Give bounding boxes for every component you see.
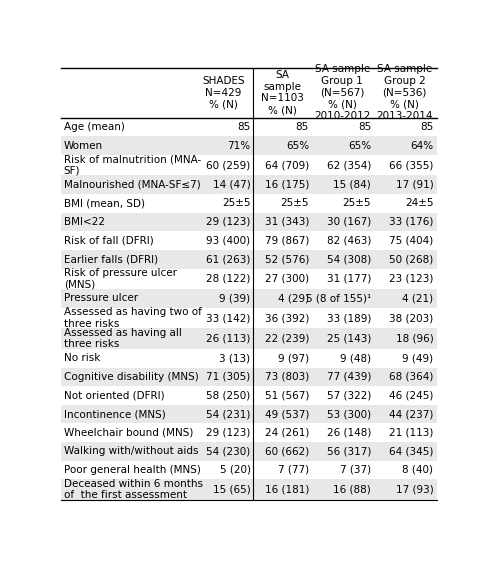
Text: Poor general health (MNS): Poor general health (MNS)	[64, 465, 201, 475]
Text: 14 (47): 14 (47)	[213, 180, 251, 190]
Text: 75 (404): 75 (404)	[389, 236, 433, 245]
Text: Wheelchair bound (MNS): Wheelchair bound (MNS)	[64, 428, 193, 438]
Text: 16 (181): 16 (181)	[264, 484, 309, 495]
Text: Incontinence (MNS): Incontinence (MNS)	[64, 409, 166, 419]
Bar	[61, 386, 437, 405]
Bar	[61, 461, 437, 479]
Text: 9 (39): 9 (39)	[220, 293, 251, 303]
Text: 17 (91): 17 (91)	[396, 180, 433, 190]
Text: 52 (576): 52 (576)	[264, 254, 309, 264]
Text: 29 (123): 29 (123)	[206, 428, 251, 438]
Text: 36 (392): 36 (392)	[264, 313, 309, 323]
Text: 16 (88): 16 (88)	[333, 484, 371, 495]
Bar	[61, 268, 437, 289]
Text: 65%: 65%	[286, 140, 309, 151]
Text: 46 (245): 46 (245)	[389, 390, 433, 400]
Bar	[61, 308, 437, 328]
Text: 38 (203): 38 (203)	[389, 313, 433, 323]
Text: Women: Women	[64, 140, 103, 151]
Text: 17 (93): 17 (93)	[396, 484, 433, 495]
Text: Assessed as having all
three risks: Assessed as having all three risks	[64, 328, 182, 349]
Text: Pressure ulcer: Pressure ulcer	[64, 293, 138, 303]
Bar	[61, 289, 437, 308]
Text: 5 (20): 5 (20)	[220, 465, 251, 475]
Text: 4 (21): 4 (21)	[402, 293, 433, 303]
Text: 7 (37): 7 (37)	[340, 465, 371, 475]
Text: SA sample
Group 1
(N=567)
% (N)
2010-2012: SA sample Group 1 (N=567) % (N) 2010-201…	[314, 64, 370, 121]
Text: 64 (709): 64 (709)	[265, 160, 309, 170]
Bar	[61, 349, 437, 368]
Text: SA
sample
N=1103
% (N): SA sample N=1103 % (N)	[260, 70, 303, 115]
Text: 30 (167): 30 (167)	[327, 217, 371, 227]
Text: 3 (13): 3 (13)	[220, 353, 251, 363]
Text: 23 (123): 23 (123)	[389, 274, 433, 284]
Text: 85: 85	[420, 122, 433, 132]
Text: Risk of malnutrition (MNA-
SF): Risk of malnutrition (MNA- SF)	[64, 155, 201, 176]
Text: Age (mean): Age (mean)	[64, 122, 124, 132]
Text: 33 (189): 33 (189)	[327, 313, 371, 323]
Text: 9 (49): 9 (49)	[402, 353, 433, 363]
Bar	[61, 213, 437, 231]
Text: 25 (143): 25 (143)	[327, 333, 371, 343]
Text: 54 (231): 54 (231)	[206, 409, 251, 419]
Text: 64 (345): 64 (345)	[389, 446, 433, 456]
Text: 24 (261): 24 (261)	[264, 428, 309, 438]
Text: 71 (305): 71 (305)	[207, 372, 251, 382]
Text: 77 (439): 77 (439)	[327, 372, 371, 382]
Text: 60 (259): 60 (259)	[207, 160, 251, 170]
Bar	[61, 155, 437, 175]
Text: SA sample
Group 2
(N=536)
% (N)
2013-2014: SA sample Group 2 (N=536) % (N) 2013-201…	[376, 64, 433, 121]
Bar	[61, 175, 437, 194]
Text: 61 (263): 61 (263)	[206, 254, 251, 264]
Text: Cognitive disability (MNS): Cognitive disability (MNS)	[64, 372, 198, 382]
Bar	[61, 328, 437, 349]
Text: 44 (237): 44 (237)	[389, 409, 433, 419]
Bar	[61, 194, 437, 213]
Text: 7 (77): 7 (77)	[278, 465, 309, 475]
Text: 85: 85	[237, 122, 251, 132]
Text: 58 (250): 58 (250)	[207, 390, 251, 400]
Bar	[61, 250, 437, 268]
Text: 31 (177): 31 (177)	[327, 274, 371, 284]
Text: 33 (142): 33 (142)	[206, 313, 251, 323]
Text: Deceased within 6 months
of  the first assessment: Deceased within 6 months of the first as…	[64, 479, 203, 500]
Text: 26 (148): 26 (148)	[327, 428, 371, 438]
Text: 65%: 65%	[348, 140, 371, 151]
Text: 53 (300): 53 (300)	[327, 409, 371, 419]
Text: 29 (123): 29 (123)	[206, 217, 251, 227]
Text: No risk: No risk	[64, 353, 100, 363]
Text: Risk of fall (DFRI): Risk of fall (DFRI)	[64, 236, 154, 245]
Text: 73 (803): 73 (803)	[265, 372, 309, 382]
Text: 56 (317): 56 (317)	[327, 446, 371, 456]
Bar	[61, 405, 437, 424]
Text: 71%: 71%	[227, 140, 251, 151]
Bar	[61, 136, 437, 155]
Text: 26 (113): 26 (113)	[206, 333, 251, 343]
Text: 25±5: 25±5	[343, 199, 371, 208]
Text: 62 (354): 62 (354)	[327, 160, 371, 170]
Bar	[61, 118, 437, 136]
Text: Risk of pressure ulcer
(MNS): Risk of pressure ulcer (MNS)	[64, 268, 177, 290]
Bar	[61, 424, 437, 442]
Text: 21 (113): 21 (113)	[389, 428, 433, 438]
Bar	[61, 479, 437, 500]
Text: Walking with/without aids: Walking with/without aids	[64, 446, 198, 456]
Text: 79 (867): 79 (867)	[264, 236, 309, 245]
Bar	[61, 442, 437, 461]
Text: 16 (175): 16 (175)	[264, 180, 309, 190]
Text: 85: 85	[295, 122, 309, 132]
Text: SHADES
N=429
% (N): SHADES N=429 % (N)	[202, 76, 245, 109]
Text: 31 (343): 31 (343)	[264, 217, 309, 227]
Text: 9 (97): 9 (97)	[278, 353, 309, 363]
Text: 25±5: 25±5	[222, 199, 251, 208]
Text: 18 (96): 18 (96)	[396, 333, 433, 343]
Text: 5 (8 of 155)¹: 5 (8 of 155)¹	[306, 293, 371, 303]
Text: 85: 85	[358, 122, 371, 132]
Text: 9 (48): 9 (48)	[340, 353, 371, 363]
Text: 54 (308): 54 (308)	[327, 254, 371, 264]
Text: 60 (662): 60 (662)	[265, 446, 309, 456]
Text: 68 (364): 68 (364)	[389, 372, 433, 382]
Text: 24±5: 24±5	[405, 199, 433, 208]
Text: 64%: 64%	[410, 140, 433, 151]
Bar	[61, 368, 437, 386]
